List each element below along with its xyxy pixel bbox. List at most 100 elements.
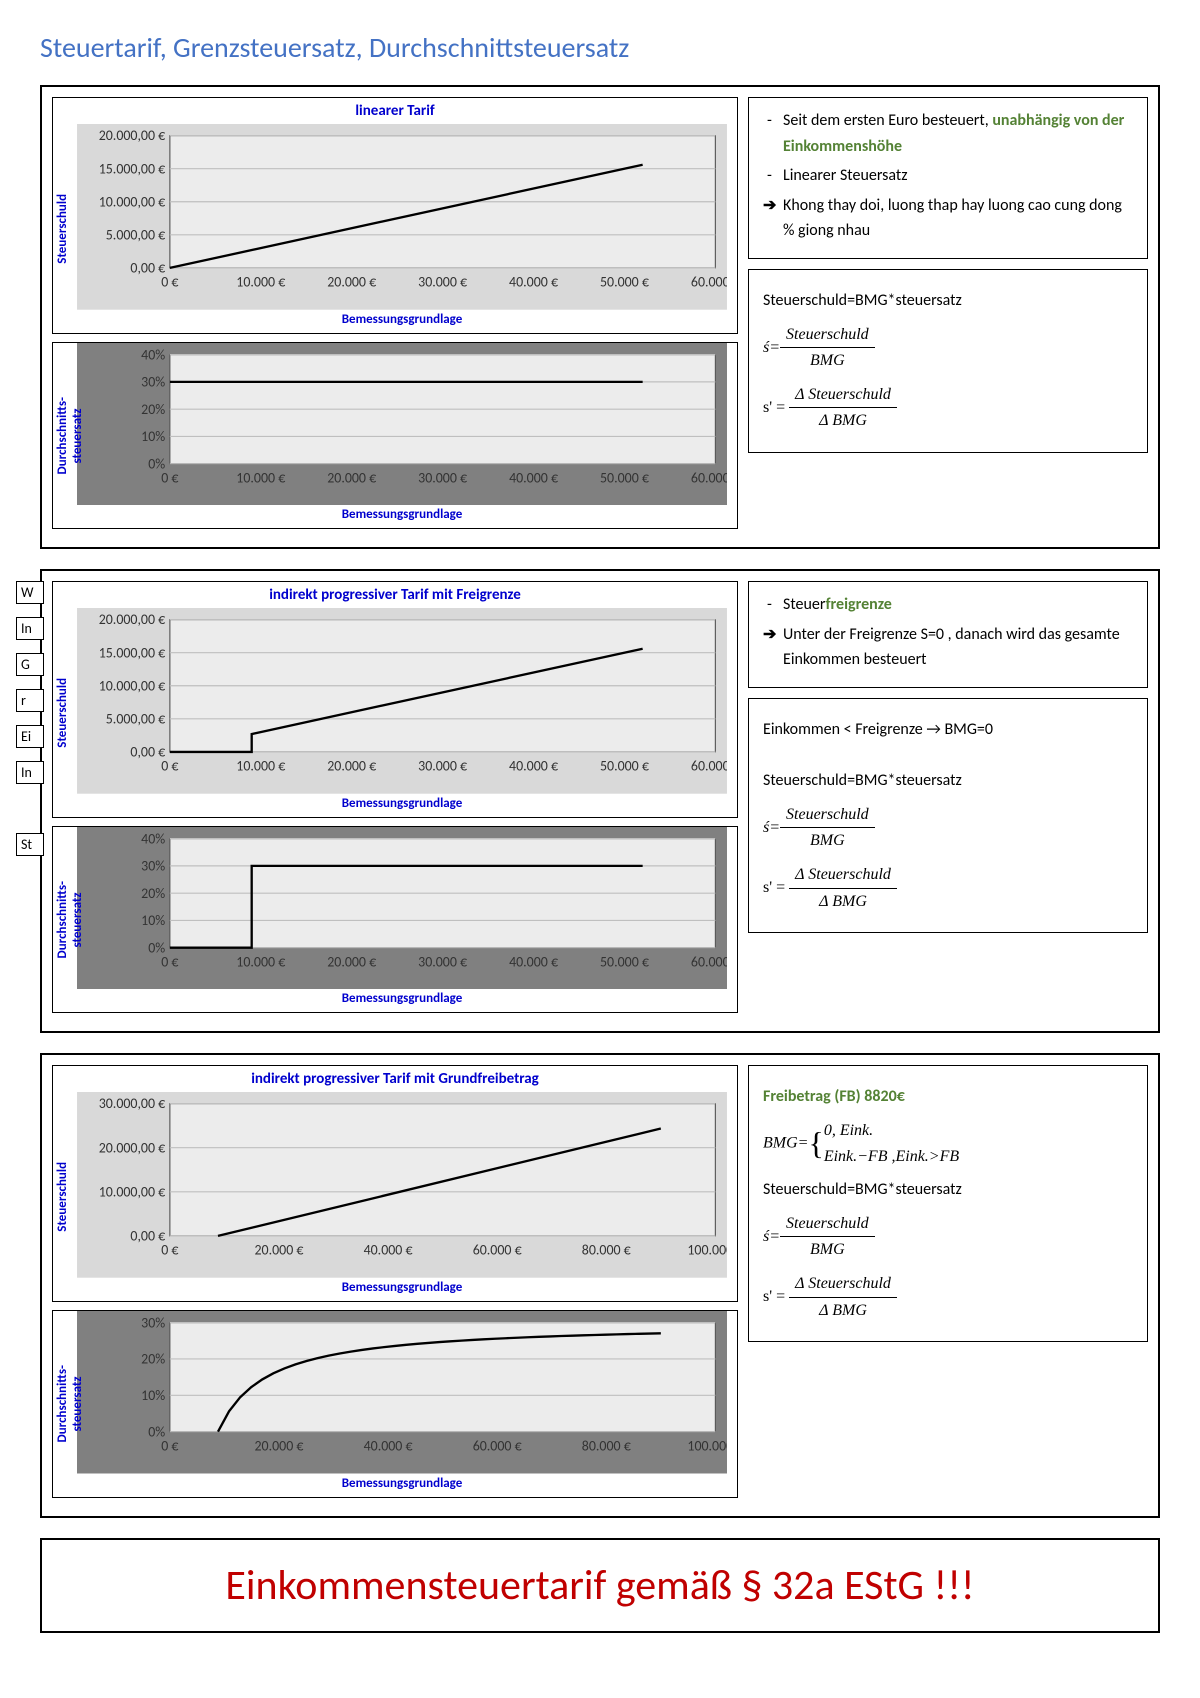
side-fragment: Ei (16, 725, 44, 748)
x-axis-label: Bemessungsgrundlage (77, 1474, 727, 1497)
svg-text:100.000 €: 100.000 € (687, 1437, 727, 1454)
svg-text:40.000 €: 40.000 € (364, 1242, 413, 1259)
svg-text:40.000 €: 40.000 € (509, 469, 558, 486)
svg-text:20.000,00 €: 20.000,00 € (99, 127, 166, 144)
svg-text:40.000 €: 40.000 € (509, 273, 558, 290)
y-axis-label: Steuerschuld (53, 124, 77, 333)
svg-text:60.000 €: 60.000 € (691, 953, 727, 970)
svg-text:15.000,00 €: 15.000,00 € (99, 160, 166, 177)
svg-text:5.000,00 €: 5.000,00 € (106, 226, 165, 243)
note-item: Khong thay doi, luong thap hay luong cao… (763, 193, 1133, 244)
notes-box: Seit dem ersten Euro besteuert, unabhäng… (748, 97, 1148, 259)
svg-text:50.000 €: 50.000 € (600, 469, 649, 486)
chart: Durchschnitts-steuersatz 0%10%20%30%0 €2… (52, 1310, 738, 1498)
x-axis-label: Bemessungsgrundlage (77, 989, 727, 1012)
svg-text:40%: 40% (141, 346, 165, 363)
svg-text:10.000,00 €: 10.000,00 € (99, 193, 166, 210)
chart: linearer Tarif Steuerschuld 0,00 € 5.000,… (52, 97, 738, 334)
svg-text:20.000 €: 20.000 € (254, 1437, 303, 1454)
svg-text:60.000 €: 60.000 € (691, 758, 727, 775)
formula-box: Steuerschuld=BMG*steuersatzś=Steuerschul… (748, 269, 1148, 453)
x-axis-label: Bemessungsgrundlage (77, 310, 727, 333)
notes-box: Steuerfreigrenze Unter der Freigrenze S=0… (748, 581, 1148, 688)
banner: Einkommensteuertarif gemäß § 32a EStG !!… (40, 1538, 1160, 1633)
svg-text:60.000 €: 60.000 € (691, 273, 727, 290)
svg-text:30.000 €: 30.000 € (418, 469, 467, 486)
svg-text:10.000,00 €: 10.000,00 € (99, 678, 166, 695)
svg-text:0 €: 0 € (161, 953, 178, 970)
svg-text:10.000 €: 10.000 € (236, 758, 285, 775)
svg-text:30.000 €: 30.000 € (418, 953, 467, 970)
side-fragment: W (16, 581, 44, 604)
svg-text:30%: 30% (141, 373, 165, 390)
svg-text:0 €: 0 € (161, 758, 178, 775)
y-axis-label: Durchschnitts-steuersatz (53, 343, 77, 529)
svg-text:20.000 €: 20.000 € (327, 273, 376, 290)
side-fragment: G (16, 653, 44, 676)
chart: indirekt progressiver Tarif mit Grundfre… (52, 1065, 738, 1302)
svg-text:0 €: 0 € (161, 273, 178, 290)
svg-text:30%: 30% (141, 1314, 165, 1331)
svg-text:20%: 20% (141, 1351, 165, 1368)
svg-text:60.000 €: 60.000 € (473, 1437, 522, 1454)
x-axis-label: Bemessungsgrundlage (77, 794, 727, 817)
svg-text:20.000 €: 20.000 € (327, 469, 376, 486)
svg-text:40.000 €: 40.000 € (509, 758, 558, 775)
svg-text:20.000,00 €: 20.000,00 € (99, 1140, 166, 1157)
svg-text:0 €: 0 € (161, 1242, 178, 1259)
svg-text:15.000,00 €: 15.000,00 € (99, 645, 166, 662)
svg-text:40%: 40% (141, 830, 165, 847)
svg-text:40.000 €: 40.000 € (364, 1437, 413, 1454)
section-2: indirekt progressiver Tarif mit Grundfre… (40, 1053, 1160, 1517)
svg-text:10%: 10% (141, 1387, 165, 1404)
svg-text:0,00 €: 0,00 € (130, 1228, 165, 1245)
svg-text:20.000 €: 20.000 € (327, 953, 376, 970)
svg-text:20%: 20% (141, 401, 165, 418)
note-item: Linearer Steuersatz (763, 163, 1133, 189)
chart-title: linearer Tarif (53, 98, 737, 124)
svg-text:10.000 €: 10.000 € (236, 273, 285, 290)
section-0: linearer Tarif Steuerschuld 0,00 € 5.000,… (40, 85, 1160, 549)
svg-text:80.000 €: 80.000 € (582, 1242, 631, 1259)
svg-text:0,00 €: 0,00 € (130, 260, 165, 277)
svg-text:20%: 20% (141, 885, 165, 902)
svg-text:20.000 €: 20.000 € (327, 758, 376, 775)
svg-text:50.000 €: 50.000 € (600, 273, 649, 290)
chart: Durchschnitts-steuersatz 0%10%20%30%40%0… (52, 342, 738, 530)
svg-text:100.000 €: 100.000 € (687, 1242, 727, 1259)
formula-box: Einkommen < Freigrenze → BMG=0 Steuersch… (748, 698, 1148, 933)
note-item: Unter der Freigrenze S=0 , danach wird d… (763, 622, 1133, 673)
svg-text:80.000 €: 80.000 € (582, 1437, 631, 1454)
page-title: Steuertarif, Grenzsteuersatz, Durchschni… (40, 30, 1160, 65)
svg-text:0,00 €: 0,00 € (130, 744, 165, 761)
side-fragment: In (16, 617, 44, 640)
chart-title: indirekt progressiver Tarif mit Grundfre… (53, 1066, 737, 1092)
side-fragment: r (16, 689, 44, 712)
svg-text:10%: 10% (141, 428, 165, 445)
banner-text: Einkommensteuertarif gemäß § 32a EStG !!… (225, 1560, 974, 1611)
formula-box: Freibetrag (FB) 8820€BMG={0, Eink.Eink.−… (748, 1065, 1148, 1342)
y-axis-label: Durchschnitts-steuersatz (53, 827, 77, 1013)
svg-text:40.000 €: 40.000 € (509, 953, 558, 970)
svg-text:50.000 €: 50.000 € (600, 953, 649, 970)
y-axis-label: Steuerschuld (53, 608, 77, 817)
chart: indirekt progressiver Tarif mit Freigren… (52, 581, 738, 818)
svg-text:0 €: 0 € (161, 469, 178, 486)
svg-text:30.000 €: 30.000 € (418, 758, 467, 775)
y-axis-label: Steuerschuld (53, 1092, 77, 1301)
svg-text:5.000,00 €: 5.000,00 € (106, 711, 165, 728)
svg-text:10.000 €: 10.000 € (236, 469, 285, 486)
svg-text:60.000 €: 60.000 € (691, 469, 727, 486)
note-item: Seit dem ersten Euro besteuert, unabhäng… (763, 108, 1133, 159)
svg-text:10.000,00 €: 10.000,00 € (99, 1184, 166, 1201)
note-item: Steuerfreigrenze (763, 592, 1133, 618)
svg-text:10.000 €: 10.000 € (236, 953, 285, 970)
svg-text:20.000 €: 20.000 € (254, 1242, 303, 1259)
y-axis-label: Durchschnitts-steuersatz (53, 1311, 77, 1497)
svg-text:0 €: 0 € (161, 1437, 178, 1454)
chart-title: indirekt progressiver Tarif mit Freigren… (53, 582, 737, 608)
svg-text:10%: 10% (141, 912, 165, 929)
svg-text:20.000,00 €: 20.000,00 € (99, 611, 166, 628)
svg-text:50.000 €: 50.000 € (600, 758, 649, 775)
svg-text:30.000,00 €: 30.000,00 € (99, 1096, 166, 1113)
